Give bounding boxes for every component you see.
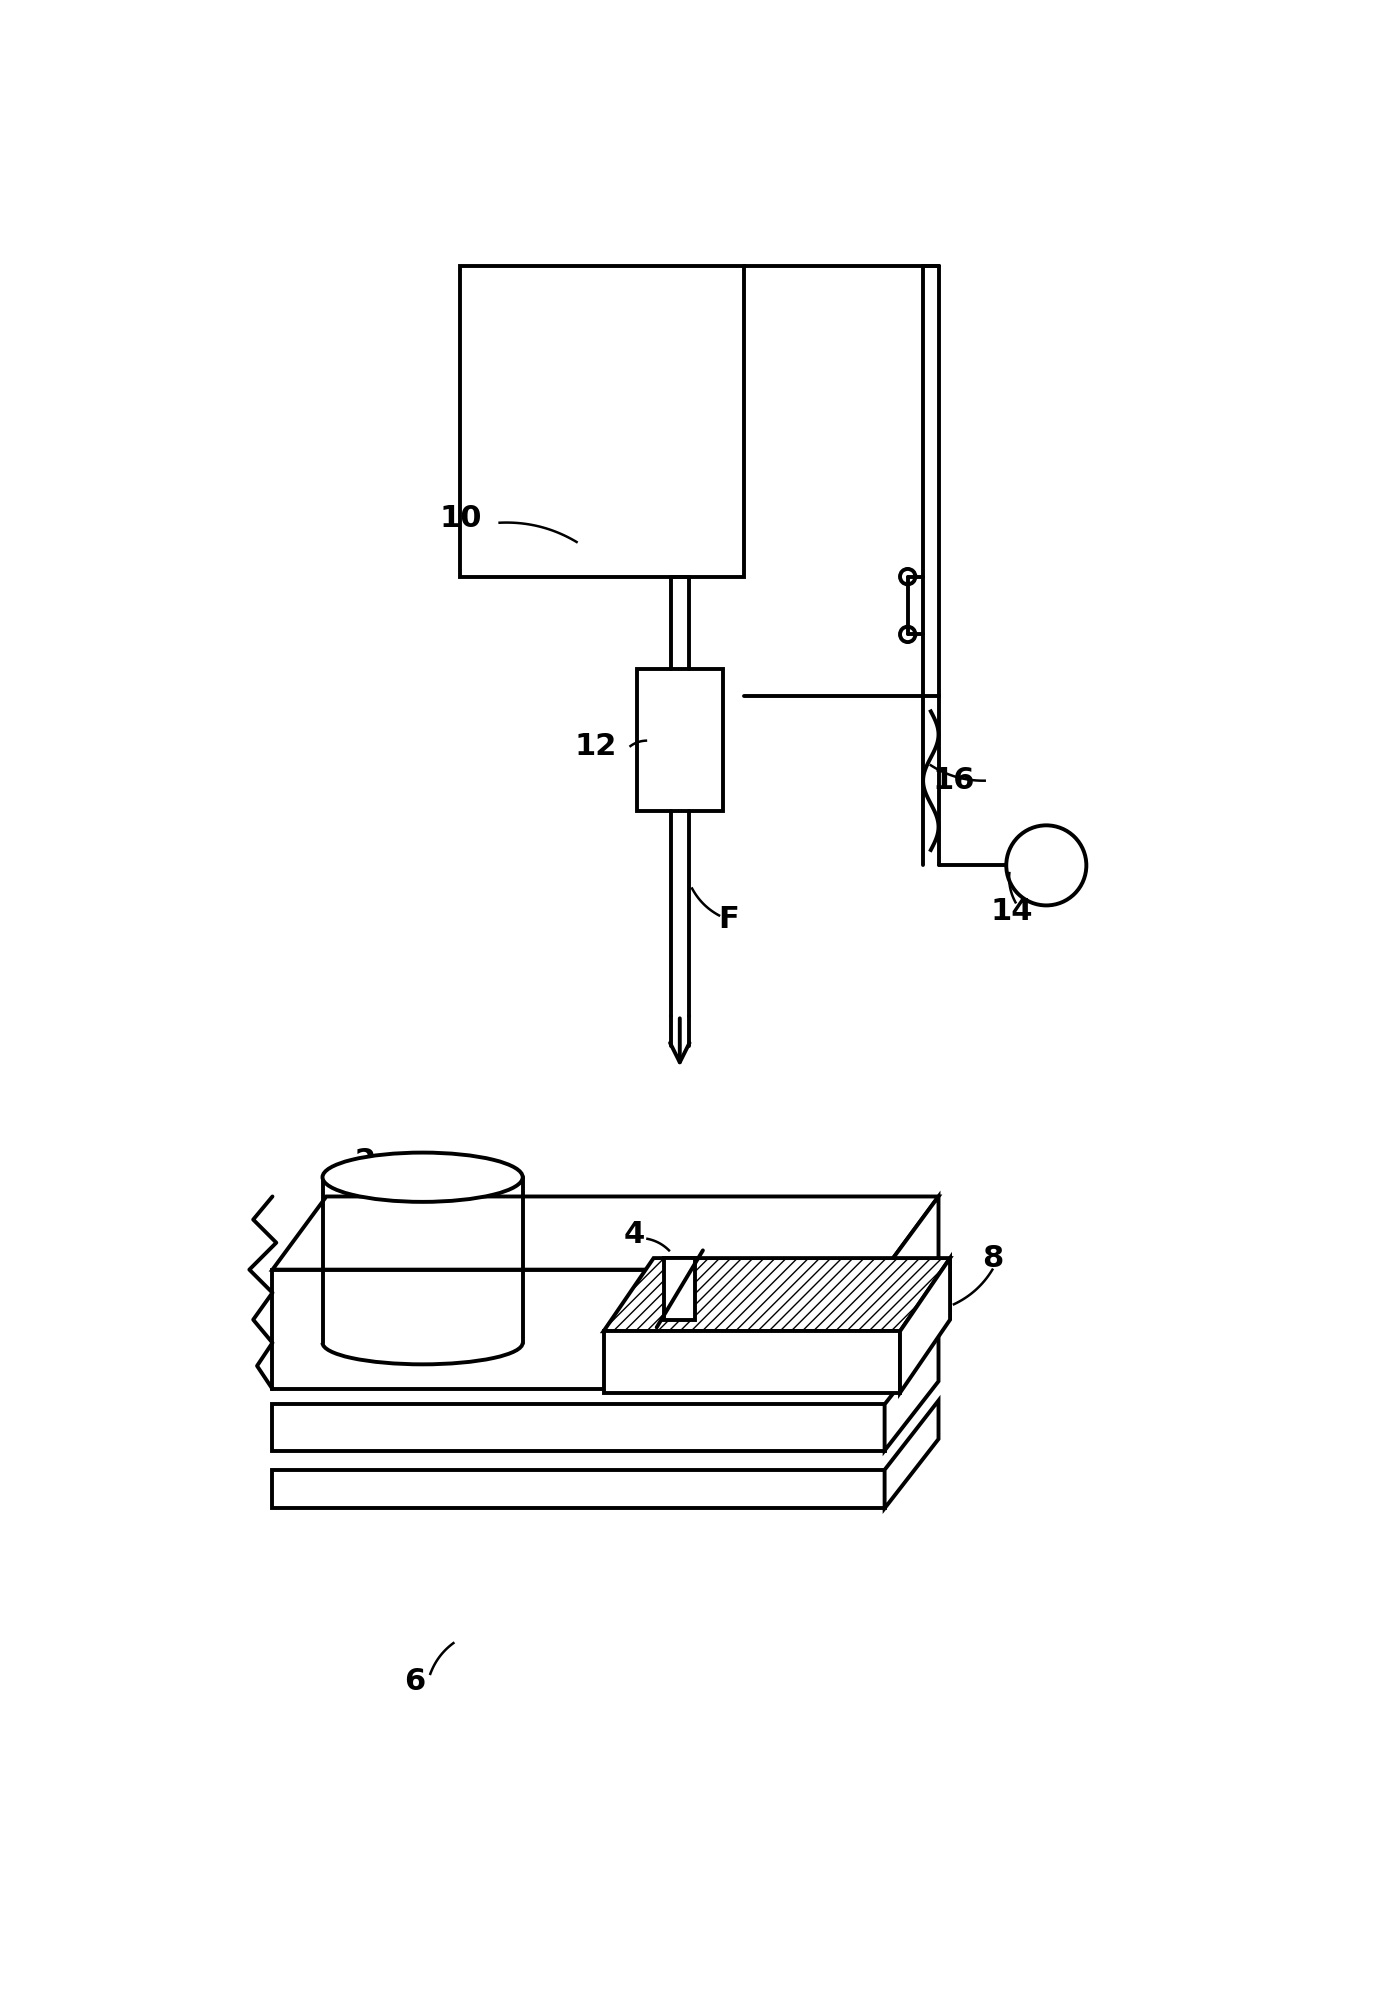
Polygon shape: [900, 1259, 949, 1394]
Polygon shape: [604, 1331, 900, 1394]
Polygon shape: [884, 1196, 938, 1390]
Text: 14: 14: [991, 896, 1032, 926]
Text: 4: 4: [623, 1220, 645, 1249]
Polygon shape: [884, 1400, 938, 1508]
Text: 2: 2: [354, 1148, 376, 1176]
Polygon shape: [884, 1335, 938, 1450]
Polygon shape: [272, 1404, 884, 1450]
Text: 16: 16: [933, 765, 976, 796]
Bar: [460, 266, 745, 576]
Polygon shape: [272, 1269, 884, 1390]
Polygon shape: [272, 1196, 938, 1269]
Text: 12: 12: [575, 731, 616, 761]
Ellipse shape: [322, 1152, 522, 1202]
Text: F: F: [719, 904, 739, 934]
Polygon shape: [272, 1470, 884, 1508]
Text: 6: 6: [405, 1668, 426, 1696]
Text: 8: 8: [981, 1243, 1003, 1273]
Text: 10: 10: [439, 504, 482, 534]
Bar: [665, 1259, 695, 1319]
Bar: [637, 669, 723, 812]
Polygon shape: [604, 1259, 949, 1331]
